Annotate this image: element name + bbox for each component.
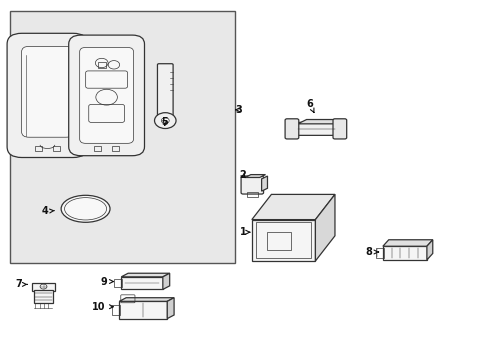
FancyBboxPatch shape <box>7 33 87 158</box>
Text: 4: 4 <box>42 206 54 216</box>
Polygon shape <box>382 240 432 246</box>
Polygon shape <box>167 298 174 319</box>
Polygon shape <box>297 120 344 124</box>
FancyBboxPatch shape <box>157 64 173 122</box>
FancyBboxPatch shape <box>293 122 339 135</box>
Text: 2: 2 <box>239 170 245 180</box>
Text: 10: 10 <box>92 302 113 312</box>
Bar <box>375 248 383 258</box>
Bar <box>251 220 315 261</box>
Bar <box>32 283 55 291</box>
Polygon shape <box>119 298 174 301</box>
Bar <box>246 192 257 197</box>
Circle shape <box>154 113 176 129</box>
Polygon shape <box>261 176 267 191</box>
Bar <box>112 146 119 151</box>
Bar <box>114 279 122 287</box>
FancyBboxPatch shape <box>241 176 263 194</box>
Text: 7: 7 <box>15 279 27 289</box>
FancyBboxPatch shape <box>21 46 73 137</box>
Text: 3: 3 <box>235 105 242 115</box>
Bar <box>98 62 105 68</box>
Polygon shape <box>315 194 334 261</box>
Bar <box>119 301 167 319</box>
Polygon shape <box>251 194 334 220</box>
FancyBboxPatch shape <box>68 35 144 156</box>
Bar <box>255 222 311 258</box>
Bar <box>10 11 234 263</box>
Ellipse shape <box>61 195 110 222</box>
Bar <box>34 290 53 303</box>
Bar <box>266 232 290 250</box>
Text: 6: 6 <box>306 99 313 113</box>
Bar <box>121 277 163 289</box>
Polygon shape <box>163 273 169 289</box>
Text: 9: 9 <box>100 276 113 287</box>
Circle shape <box>161 118 169 123</box>
Bar <box>53 146 60 151</box>
Text: 1: 1 <box>240 227 249 237</box>
FancyBboxPatch shape <box>332 119 346 139</box>
Text: 8: 8 <box>365 247 378 257</box>
Bar <box>112 305 120 315</box>
Polygon shape <box>426 240 432 260</box>
Bar <box>94 146 101 151</box>
Polygon shape <box>244 175 265 177</box>
Text: 5: 5 <box>161 117 168 127</box>
Bar <box>35 146 42 151</box>
FancyBboxPatch shape <box>80 48 133 143</box>
Polygon shape <box>121 273 169 277</box>
Bar <box>382 246 426 260</box>
FancyBboxPatch shape <box>285 119 298 139</box>
